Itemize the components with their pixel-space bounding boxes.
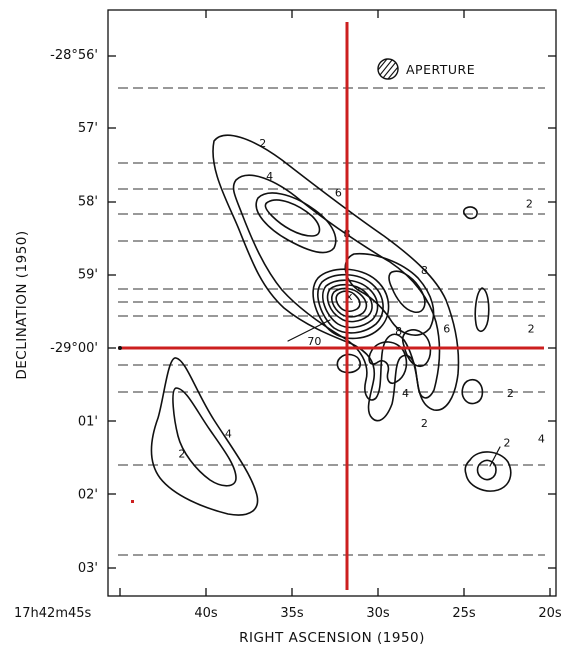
contour-label: 6 (335, 186, 342, 199)
y-tick-label: 59' (78, 268, 98, 283)
contour-circle-right (461, 378, 484, 405)
contour-level-4-main (232, 174, 441, 401)
x-tick-label: 40s (194, 606, 218, 621)
y-tick-label: 03' (78, 561, 98, 576)
scan-lines (118, 87, 545, 556)
contour-label: 6 (443, 323, 450, 336)
contour-peak-4 (326, 283, 373, 323)
contour-level-8-upper (264, 199, 321, 237)
origin-dot (118, 346, 122, 350)
contour-peak-3 (322, 279, 379, 329)
y-tick-label: -28°56' (50, 48, 98, 63)
contour-level-8-right (388, 270, 426, 314)
y-tick-labels: -28°56' 57' 58' 59' -29°00' 01' 02' 03' (50, 48, 98, 576)
contour-level-2-main (212, 134, 460, 422)
contour-label: 2 (507, 387, 514, 400)
contour-level-6-right (344, 252, 435, 336)
plot-frame (107, 9, 557, 597)
y-tick-label: 58' (78, 194, 98, 209)
contour-lower-left-2 (150, 357, 259, 516)
y-tick-label: -29°00' (50, 341, 98, 356)
contour-peak-5 (331, 287, 368, 318)
contour-peak-2 (317, 273, 384, 334)
x-tick-label: 35s (280, 606, 304, 621)
y-tick-label: 01' (78, 414, 98, 429)
aperture-label: APERTURE (406, 62, 475, 77)
contour-label: 2 (178, 447, 185, 460)
contour-label: 4 (225, 428, 232, 441)
x-axis-title: RIGHT ASCENSION (1950) (239, 630, 425, 646)
contour-peak-6 (335, 290, 361, 313)
y-tick-marks (108, 55, 556, 569)
contour-peak-1 (312, 268, 390, 340)
contour-label: 4 (266, 170, 273, 183)
contour-right-small (474, 287, 490, 332)
contour-tiny-right (462, 206, 478, 220)
x-tick-labels: 17h42m45s 40s 35s 30s 25s 20s (14, 606, 562, 621)
contour-label: 2 (259, 137, 266, 150)
contour-level-6-upper (255, 192, 337, 254)
y-axis-title: DECLINATION (1950) (14, 230, 30, 379)
red-marker-dot (131, 500, 134, 503)
contour-label: 2 (526, 197, 533, 210)
contour-label: 8 (421, 264, 428, 277)
contour-lower-lobe-b (401, 329, 432, 368)
x-tick-label: 30s (366, 606, 390, 621)
contour-bottom-right-2 (464, 451, 512, 492)
contour-small-center (336, 353, 362, 374)
red-crosshair (118, 22, 544, 590)
contour-label: 2 (421, 417, 428, 430)
y-tick-label: 57' (78, 121, 98, 136)
x-tick-label: 25s (452, 606, 476, 621)
peak-marker: x (346, 290, 353, 303)
contour-label: 2 (504, 436, 511, 449)
contour-label: 70 (307, 335, 321, 348)
contour-label: 8 (395, 325, 402, 338)
contour-70-leader (287, 319, 331, 342)
aperture-symbol (377, 58, 399, 80)
contour-label: 4 (538, 433, 545, 446)
x-tick-label: 17h42m45s (14, 606, 92, 621)
x-tick-label: 20s (538, 606, 562, 621)
contour-label: 2 (528, 323, 535, 336)
contour-label: 4 (402, 387, 409, 400)
contours (150, 134, 512, 516)
contour-bottom-right-leader (489, 446, 501, 467)
x-tick-marks (119, 10, 551, 596)
y-tick-label: 02' (78, 488, 98, 503)
contour-bottom-right-4 (476, 459, 497, 481)
contour-lower-left-4 (172, 387, 237, 487)
